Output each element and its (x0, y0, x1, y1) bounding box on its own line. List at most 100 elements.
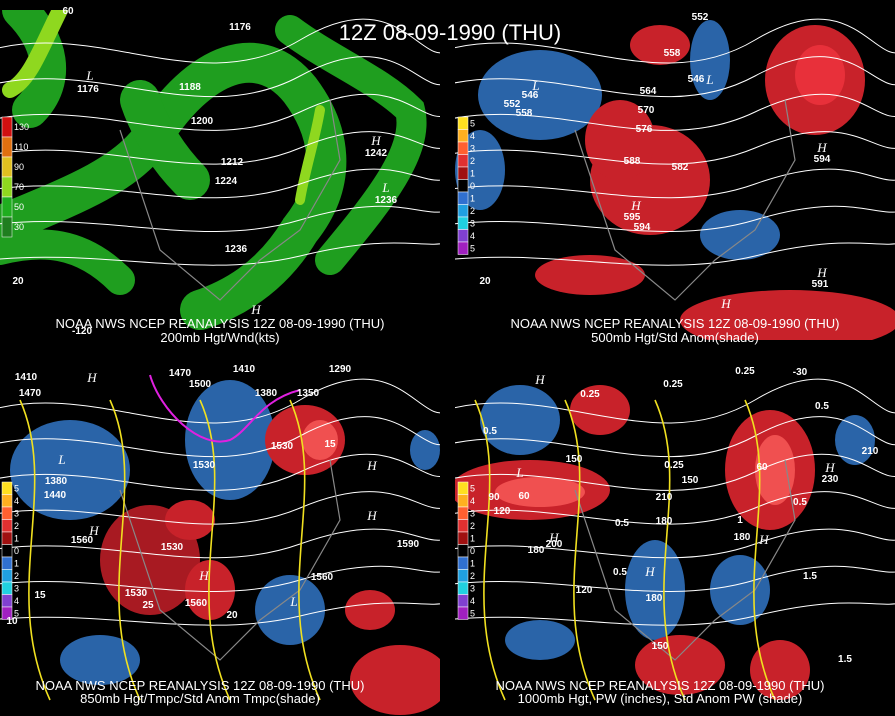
panel-source: NOAA NWS NCEP REANALYSIS 12Z 08-09-1990 … (36, 678, 365, 693)
contour-label: H (534, 372, 545, 387)
legend-label: 1 (14, 558, 19, 568)
contour-label: -120 (72, 326, 92, 337)
anomaly-shading (570, 385, 630, 435)
height-contour (455, 18, 895, 64)
contour-label: 1176 (229, 22, 251, 33)
legend-swatch (457, 494, 469, 508)
legend-swatch (457, 229, 469, 243)
legend-label: 3 (470, 508, 475, 518)
legend-swatch (457, 481, 469, 495)
legend-swatch (457, 166, 469, 180)
anomaly-shading (185, 560, 235, 620)
contour-label: 1242 (365, 148, 388, 159)
contour-label: L (381, 180, 389, 195)
legend-swatch (457, 594, 469, 608)
legend-swatch (1, 176, 13, 198)
contour-label: 0.25 (664, 460, 684, 471)
height-contour (455, 93, 895, 131)
coastline (574, 459, 796, 661)
panel-source: NOAA NWS NCEP REANALYSIS 12Z 08-09-1990 … (496, 678, 825, 693)
height-contour (0, 528, 440, 559)
contour-label: 0.5 (815, 401, 829, 412)
legend-swatch (457, 216, 469, 230)
anomaly-shading (478, 50, 602, 140)
legend-label: 3 (470, 583, 475, 593)
moisture-contour (474, 399, 506, 701)
legend-swatch (1, 116, 13, 138)
wind-shading (2, 10, 67, 128)
height-contour (455, 56, 895, 98)
contour-label: 1.5 (803, 571, 817, 582)
contour-label: 1290 (329, 364, 352, 375)
contour-label: 1410 (15, 372, 38, 383)
height-contour (0, 18, 440, 64)
anomaly-shading (750, 640, 810, 700)
height-contour (0, 416, 440, 458)
contour-label: H (88, 523, 99, 538)
legend-label: 2 (470, 206, 475, 216)
contour-label: 0.5 (615, 518, 629, 529)
anomaly-shading (255, 575, 325, 645)
anomaly-shading (505, 620, 575, 660)
contour-label: H (370, 133, 381, 148)
anomaly-shading (585, 100, 655, 180)
height-contour (0, 131, 440, 165)
moisture-contour (564, 399, 596, 701)
anomaly-shading (60, 635, 140, 685)
contour-label: H (816, 140, 827, 155)
contour-label: 582 (672, 162, 689, 173)
legend-swatch (1, 531, 13, 545)
legend-swatch (457, 569, 469, 583)
legend-swatch (1, 544, 13, 558)
legend-label: 2 (14, 571, 19, 581)
contour-label: 1236 (225, 244, 248, 255)
height-contour (0, 491, 440, 525)
contour-label: H (198, 568, 209, 583)
contour-label: 1236 (375, 195, 398, 206)
contour-label: 210 (862, 446, 879, 457)
legend-label: 4 (470, 596, 475, 606)
contour-label: 1188 (179, 82, 201, 93)
contour-label: 1410 (233, 364, 256, 375)
contour-label: 1380 (255, 388, 278, 399)
contour-label: 180 (656, 516, 673, 527)
contour-label: 150 (682, 475, 699, 486)
panel-source: NOAA NWS NCEP REANALYSIS 12Z 08-09-1990 … (56, 316, 385, 331)
wind-shading (2, 10, 68, 98)
contour-label: H (366, 458, 377, 473)
height-contour (455, 131, 895, 165)
legend-swatch (1, 494, 13, 508)
contour-label: H (644, 564, 655, 579)
contour-label: H (720, 296, 731, 311)
legend-swatch (457, 519, 469, 533)
contour-label: H (548, 530, 559, 545)
legend-label: 3 (14, 508, 19, 518)
coastline (119, 99, 341, 301)
height-contour (0, 565, 440, 592)
contour-label: 1530 (125, 588, 148, 599)
legend-swatch (1, 216, 13, 238)
coastline (574, 99, 796, 301)
contour-label: 1590 (397, 539, 420, 550)
legend-swatch (457, 154, 469, 168)
legend-label: 4 (14, 496, 19, 506)
contour-label: L (289, 594, 297, 609)
anomaly-shading (630, 25, 690, 65)
legend-label: 2 (470, 521, 475, 531)
contour-label: H (86, 370, 97, 385)
contour-label: 546 (522, 90, 539, 101)
contour-label: 180 (528, 545, 545, 556)
contour-label: 570 (638, 105, 655, 116)
contour-label: 1212 (221, 157, 244, 168)
legend-label: 0 (470, 181, 475, 191)
contour-label: 15 (324, 439, 336, 450)
contour-label: H (824, 460, 835, 475)
height-contour (455, 242, 895, 266)
panel (455, 10, 895, 340)
contour-label: 1530 (193, 460, 216, 471)
contour-label: 0.5 (483, 426, 497, 437)
legend-label: 1 (14, 533, 19, 543)
contour-label: L (515, 465, 523, 480)
legend-swatch (1, 156, 13, 178)
